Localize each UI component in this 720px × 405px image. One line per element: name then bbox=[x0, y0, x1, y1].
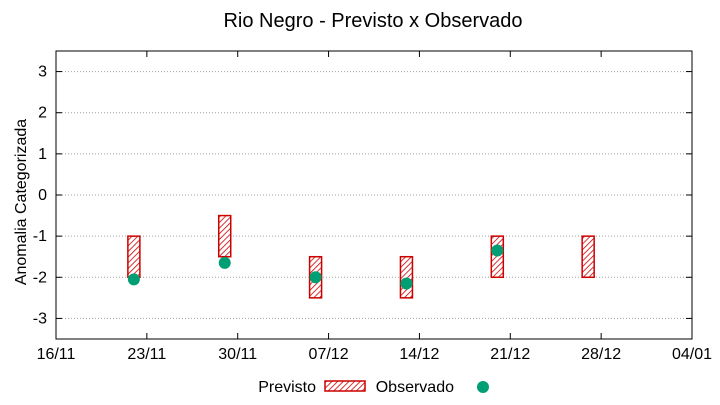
legend-swatch-previsto bbox=[324, 380, 366, 392]
previsto-box bbox=[490, 235, 505, 279]
chart-title: Rio Negro - Previsto x Observado bbox=[223, 10, 522, 32]
y-tick-label: 0 bbox=[38, 187, 47, 204]
previsto-box bbox=[217, 214, 232, 258]
previsto-box bbox=[581, 235, 595, 279]
observado-point bbox=[218, 256, 231, 269]
x-tick-label: 04/01 bbox=[672, 346, 712, 363]
x-tick-label: 21/12 bbox=[490, 346, 530, 363]
x-tick-label: 07/12 bbox=[309, 346, 349, 363]
observado-point bbox=[491, 244, 504, 257]
x-tick-label: 14/12 bbox=[399, 346, 439, 363]
previsto-box bbox=[399, 255, 414, 299]
observado-point bbox=[400, 277, 413, 290]
y-tick-label: 2 bbox=[38, 105, 47, 122]
x-tick-label: 16/11 bbox=[37, 346, 76, 363]
legend-label-previsto: Previsto bbox=[258, 379, 316, 396]
x-tick-label: 28/12 bbox=[581, 346, 621, 363]
legend-swatch-observado bbox=[477, 381, 489, 393]
axes: 3 2 1 0 -1 -2 -3 16/11 23/11 30/11 07/12 14/12 21/12… bbox=[33, 51, 712, 363]
y-tick-label: -1 bbox=[33, 228, 47, 245]
y-tick-label: 3 bbox=[38, 64, 47, 81]
y-tick-label: 1 bbox=[38, 146, 47, 163]
x-tick-label: 30/11 bbox=[218, 346, 257, 363]
observado-point bbox=[309, 271, 322, 284]
legend-label-observado: Observado bbox=[376, 379, 454, 396]
grid bbox=[56, 71, 692, 319]
y-tick-label: -3 bbox=[33, 310, 47, 327]
previsto-box bbox=[127, 235, 141, 279]
legend: Previsto Observado bbox=[258, 379, 489, 396]
x-tick-label: 23/11 bbox=[127, 346, 166, 363]
y-axis-label: Anomalia Categorizada bbox=[13, 119, 30, 285]
observado-point bbox=[127, 273, 140, 286]
series bbox=[127, 214, 595, 299]
y-tick-label: -2 bbox=[33, 269, 47, 286]
